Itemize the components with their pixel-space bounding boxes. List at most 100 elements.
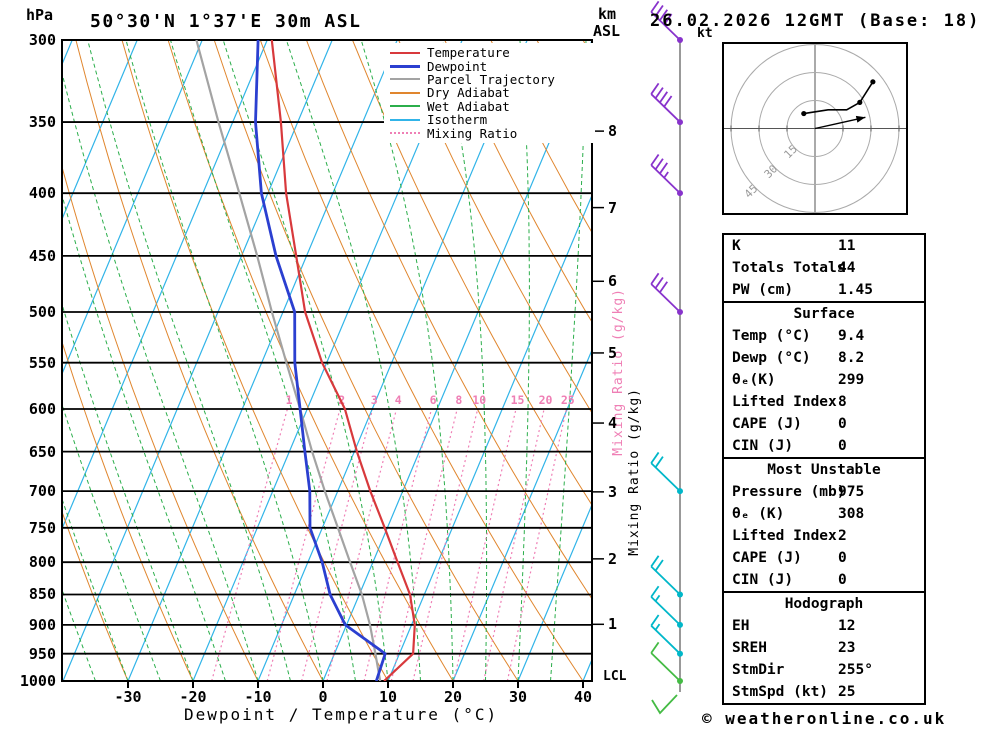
km-tick-label: 5 — [608, 343, 618, 362]
temp-tick-label: -30 — [114, 688, 142, 706]
stat-label: StmDir — [732, 662, 785, 678]
stats-section: K 11 Totals Totals 44 PW (cm) 1.45 — [724, 235, 924, 303]
legend-line-sample — [390, 91, 420, 94]
stat-value: 255° — [838, 662, 873, 678]
sounding-curves — [195, 40, 416, 681]
barb-station-dot — [677, 650, 683, 657]
legend-line-sample — [390, 51, 420, 54]
mixing-ratio-value-label: 25 — [561, 393, 575, 407]
wind-barb — [650, 641, 681, 682]
pressure-tick-label: 550 — [28, 353, 56, 372]
stats-section-header: Most Unstable — [767, 462, 881, 478]
km-tick-label: 8 — [608, 122, 618, 141]
storm-motion-arrowhead — [855, 115, 866, 123]
stat-label: θₑ (K) — [732, 506, 785, 522]
mixing-ratio-line — [390, 408, 458, 681]
legend-line-sample — [390, 132, 420, 135]
stat-value: 25 — [838, 684, 856, 700]
wet-adiabat-line — [87, 40, 291, 681]
mixing-ratio-line — [412, 408, 479, 681]
isotherm-line — [257, 40, 528, 681]
parcel-trajectory-curve — [195, 40, 382, 681]
pressure-tick-label: 700 — [28, 482, 56, 501]
pressure-tick-label: 450 — [28, 246, 56, 265]
mixing-ratio-value-label: 4 — [395, 393, 402, 407]
legend-item: Parcel Trajectory — [390, 72, 593, 87]
stat-value: 2 — [838, 528, 847, 544]
temp-tick-label: 30 — [508, 688, 528, 706]
pressure-axis-unit: hPa — [26, 6, 54, 24]
stat-value: 8.2 — [838, 350, 865, 366]
stats-section: Most Unstable Pressure (mb) 975 θₑ (K) 308 Li… — [724, 459, 924, 593]
legend-line-sample — [390, 64, 420, 68]
wind-barb — [650, 585, 681, 626]
barb-station-dot — [677, 488, 683, 495]
legend-item-label: Isotherm — [427, 112, 488, 128]
temp-tick-label: 40 — [573, 688, 593, 706]
mixing-ratio-value-label: 8 — [455, 393, 462, 407]
stat-label: CIN (J) — [732, 572, 794, 588]
mixing-ratio-value-label: 2 — [338, 393, 345, 407]
hodograph-ring-label: 30 — [762, 162, 781, 181]
stat-label: CAPE (J) — [732, 550, 802, 566]
stat-row: Pressure (mb) 975 — [724, 481, 924, 503]
stats-section: Surface Temp (°C) 9.4 Dewp (°C) 8.2 θₑ(K) 299 L… — [724, 303, 924, 459]
km-tick-label: 7 — [608, 198, 618, 217]
legend-item-label: Dry Adiabat — [427, 85, 510, 101]
temp-tick-label: 0 — [318, 688, 328, 706]
legend-item-label: Dewpoint — [427, 58, 488, 74]
isotherm-line — [387, 193, 592, 681]
stat-label: Temp (°C) — [732, 328, 811, 344]
barb-station-dot — [677, 621, 683, 628]
legend-line-sample — [390, 78, 420, 81]
stat-value: 9.4 — [838, 328, 865, 344]
stat-label: CAPE (J) — [732, 416, 802, 432]
stat-row: Lifted Index 8 — [724, 391, 924, 413]
legend-item: Wet Adiabat — [390, 98, 593, 114]
surface-wind-mark — [651, 694, 678, 715]
stat-label: EH — [732, 618, 750, 634]
legend-item-label: Wet Adiabat — [427, 98, 510, 114]
pressure-tick-label: 800 — [28, 553, 56, 572]
isotherm-line — [192, 40, 463, 681]
hodograph-unit-label: kt — [697, 26, 713, 41]
km-tick-label: 2 — [608, 549, 618, 568]
pressure-tick-label: 500 — [28, 302, 56, 321]
legend-line-sample — [390, 118, 420, 121]
legend-line-sample — [390, 105, 420, 108]
hodograph-panel: 15 30 45 — [722, 42, 908, 215]
stat-row: StmDir 255° — [724, 659, 924, 681]
mixing-ratio-line — [326, 408, 398, 681]
stat-label: StmSpd (kt) — [732, 684, 829, 700]
pressure-tick-label: 600 — [28, 400, 56, 419]
dry-adiabat-line — [444, 40, 592, 323]
temp-tick-label: 20 — [443, 688, 463, 706]
mixing-ratio-line — [211, 408, 288, 681]
dry-adiabat-line — [62, 165, 259, 681]
pressure-tick-label: 350 — [28, 113, 56, 132]
hodograph-ring-label: 45 — [742, 182, 761, 201]
pressure-tick-label: 900 — [28, 615, 56, 634]
mixing-ratio-value-label: 20 — [539, 393, 553, 407]
stat-row: Lifted Index 2 — [724, 525, 924, 547]
wind-barb — [650, 272, 681, 313]
isotherm-line — [452, 348, 592, 681]
wet-adiabat-line — [62, 193, 226, 681]
legend-item: Dry Adiabat — [390, 85, 593, 101]
stat-value: 8 — [838, 394, 847, 410]
stat-row: CAPE (J) 0 — [724, 547, 924, 569]
legend-item: Dewpoint — [390, 58, 593, 74]
stat-row: θₑ(K) 299 — [724, 369, 924, 391]
pressure-tick-label: 850 — [28, 585, 56, 604]
dry-adiabat-line — [490, 40, 592, 234]
copyright: © weatheronline.co.uk — [702, 709, 947, 728]
mixing-ratio-axis-label: Mixing Ratio (g/kg) — [627, 388, 642, 556]
stats-section-header: Surface — [793, 306, 855, 322]
temp-tick-label: -20 — [179, 688, 207, 706]
pressure-tick-label: 750 — [28, 518, 56, 537]
stat-label: Totals Totals — [732, 260, 846, 276]
barb-station-dot — [677, 591, 683, 598]
wind-barb — [650, 153, 681, 194]
stat-value: 44 — [838, 260, 856, 276]
